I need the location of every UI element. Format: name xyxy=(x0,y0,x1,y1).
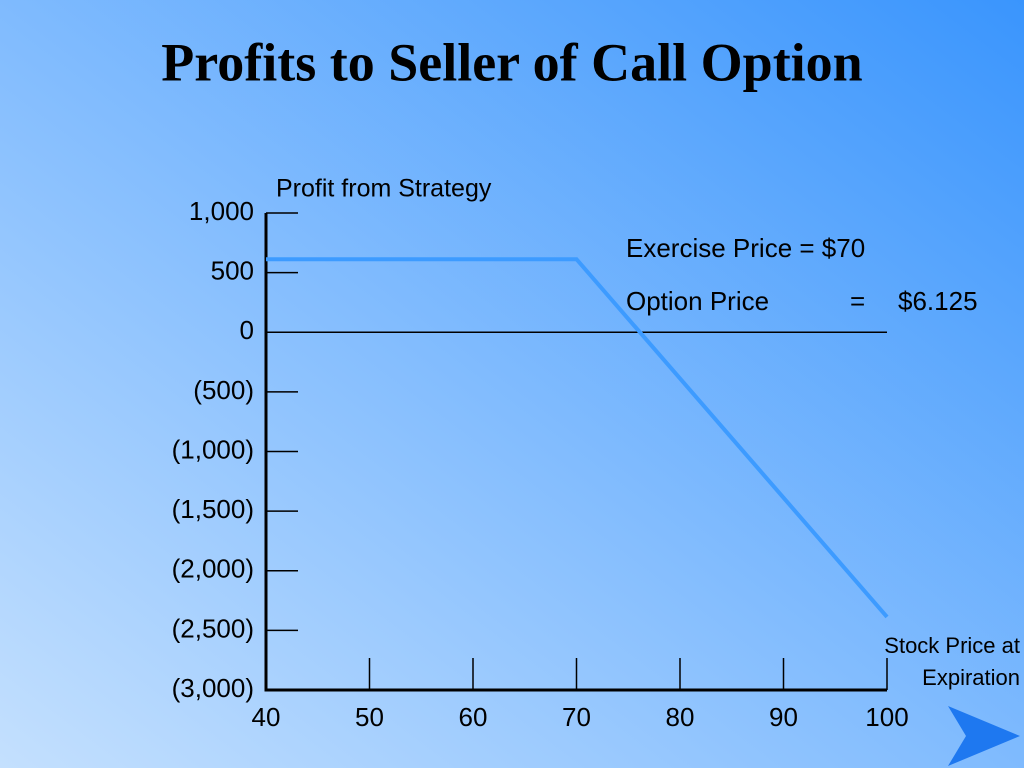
annotation: Option Price xyxy=(626,286,769,316)
y-tick-label: (2,500) xyxy=(172,613,254,643)
y-tick-label: 1,000 xyxy=(189,196,254,226)
x-tick-label: 80 xyxy=(666,702,695,732)
profit-line xyxy=(266,257,889,619)
x-tick-label: 40 xyxy=(252,702,281,732)
y-tick-label: (3,000) xyxy=(172,673,254,703)
y-tick-label: (1,500) xyxy=(172,494,254,524)
next-arrow xyxy=(948,706,1020,766)
y-axis-label: Profit from Strategy xyxy=(276,175,492,203)
x-tick-label: 100 xyxy=(865,702,908,732)
y-tick-label: 500 xyxy=(211,256,254,286)
y-tick-label: 0 xyxy=(240,315,254,345)
x-axis-label: Stock Price at Expiration xyxy=(884,633,1020,690)
x-tick-label: 60 xyxy=(459,702,488,732)
annotation: Exercise Price = $70 xyxy=(626,233,865,263)
y-tick-label: (500) xyxy=(193,375,254,405)
x-tick-label: 90 xyxy=(769,702,798,732)
x-tick-label: 50 xyxy=(355,702,384,732)
annotation: $6.125 xyxy=(898,286,978,316)
y-tick-label: (1,000) xyxy=(172,434,254,464)
x-tick-label: 70 xyxy=(562,702,591,732)
chart-title: Profits to Seller of Call Option xyxy=(161,32,862,92)
annotation: = xyxy=(850,286,865,316)
y-tick-label: (2,000) xyxy=(172,554,254,584)
